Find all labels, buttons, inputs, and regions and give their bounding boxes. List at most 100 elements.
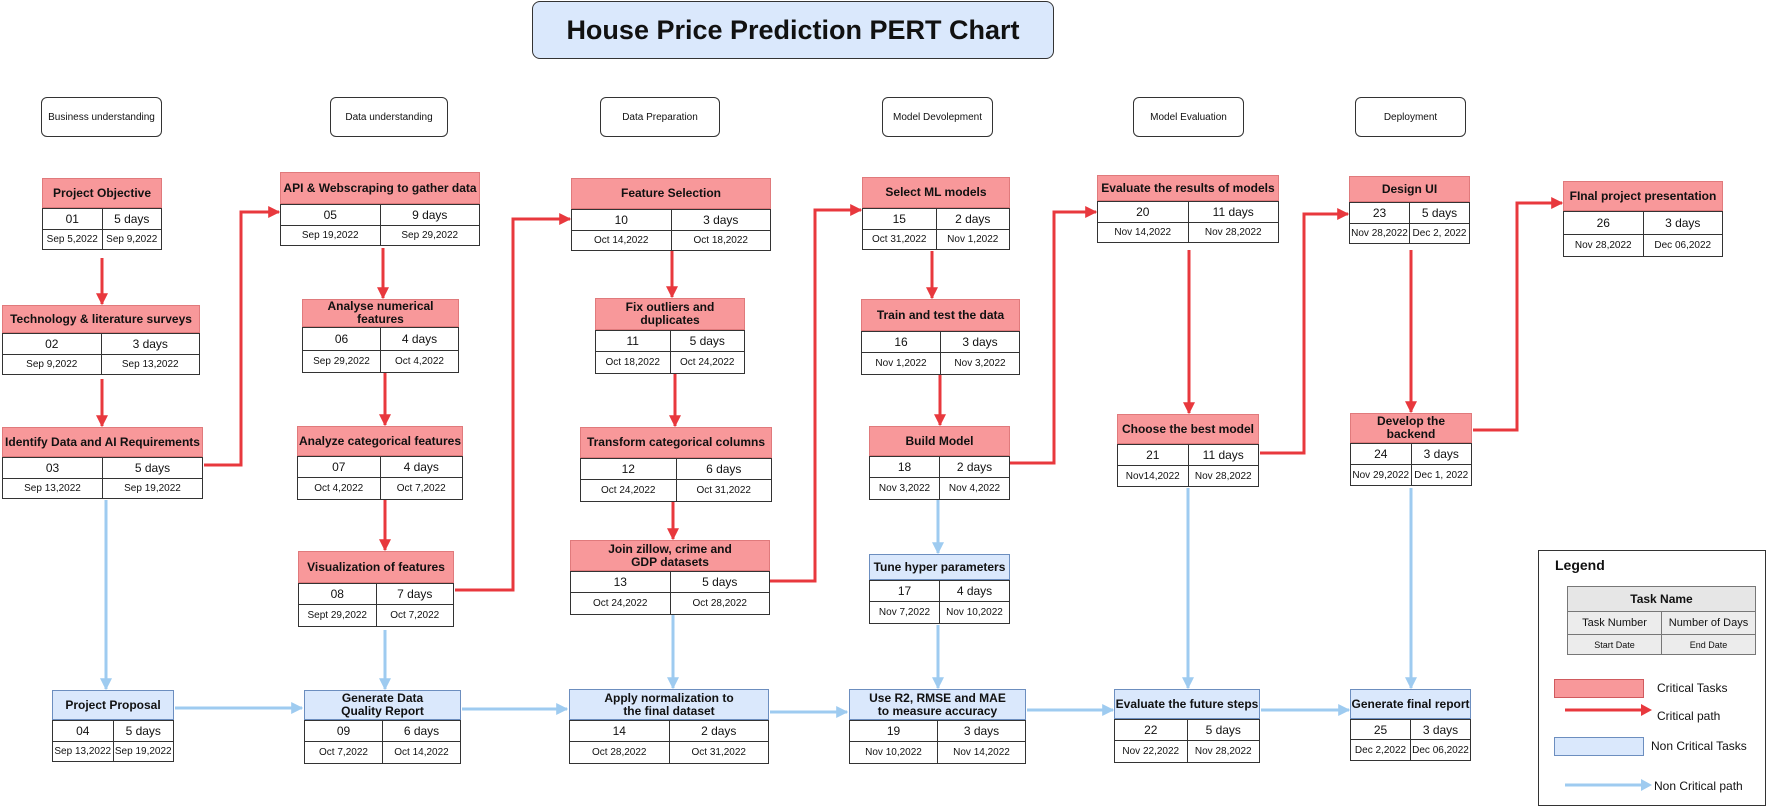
task-end-date: Oct 14,2022 <box>382 742 460 763</box>
task-start-date: Oct 24,2022 <box>601 485 656 496</box>
task-number: 05 <box>323 208 337 222</box>
task-end-date: Dec 06,2022 <box>1642 235 1723 256</box>
task-duration: 11 days <box>1187 202 1279 222</box>
task-name: Use R2, RMSE and MAE to measure accuracy <box>849 689 1026 720</box>
task-name: Identify Data and AI Requirements <box>2 427 203 457</box>
task-duration: 5 days <box>102 458 202 478</box>
task-name: FInal project presentation <box>1563 181 1723 211</box>
task-node-04: Project Proposal 04 5 days Sep 13,2022 Sep 1… <box>52 690 174 762</box>
task-end-date: Nov 1,2022 <box>935 230 1010 249</box>
task-name: Evaluate the future steps <box>1114 689 1260 719</box>
phase-model-eval: Model Evaluation <box>1133 97 1244 137</box>
task-duration: 2 days <box>939 457 1009 477</box>
task-duration: 5 days <box>1186 720 1260 740</box>
task-name: Technology & literature surveys <box>2 305 200 333</box>
task-node-24: Develop the backend 24 3 days Nov 29,2022 De… <box>1350 413 1472 486</box>
task-node-02: Technology & literature surveys 02 3 days S… <box>2 305 200 375</box>
task-node-09: Generate Data Quality Report 09 6 days Oct 7… <box>304 690 461 764</box>
task-duration: 5 days <box>669 572 770 592</box>
task-node-13: Join zillow, crime and GDP datasets 13 5 da… <box>570 540 770 615</box>
task-start-date: Nov 10,2022 <box>865 747 922 758</box>
task-duration: 5 days <box>112 721 174 741</box>
legend-noncritical-swatch <box>1554 737 1644 756</box>
task-number: 10 <box>614 213 628 227</box>
task-start-date: Dec 2,2022 <box>1354 744 1407 756</box>
legend-non-critical-path: Non Critical path <box>1654 779 1743 793</box>
task-number: 21 <box>1146 448 1160 462</box>
task-duration: 3 days <box>1410 720 1470 739</box>
phase-model-dev: Model Devolepment <box>882 97 993 137</box>
task-node-06: Analyse numerical features 06 4 days Sep 29… <box>302 299 459 373</box>
task-duration: 11 days <box>1187 445 1259 465</box>
task-name: Select ML models <box>862 177 1010 208</box>
task-number: 08 <box>330 587 344 601</box>
task-start-date: Oct 24,2022 <box>593 598 648 609</box>
task-number: 19 <box>886 724 901 738</box>
legend-end-date: End Date <box>1661 635 1755 654</box>
task-number: 16 <box>894 335 908 349</box>
task-end-date: Oct 31,2022 <box>668 742 769 763</box>
task-node-15: Select ML models 15 2 days Oct 31,2022 Nov 1… <box>862 177 1010 250</box>
task-number: 22 <box>1144 723 1158 737</box>
task-node-18: Build Model 18 2 days Nov 3,2022 Nov 4,2022 <box>869 426 1010 500</box>
task-start-date: Sep 5,2022 <box>46 234 98 245</box>
legend: Legend Task Name Task Number Number of D… <box>1538 550 1766 806</box>
legend-task-number: Task Number <box>1582 617 1647 629</box>
critical-arrow-21-23 <box>1260 208 1350 455</box>
task-start-date: Sep 19,2022 <box>301 230 359 241</box>
task-start-date: Sep 29,2022 <box>313 356 370 367</box>
task-node-10: Feature Selection 10 3 days Oct 14,2022 Oct … <box>571 178 771 251</box>
task-end-date: Dec 1, 2022 <box>1410 465 1472 485</box>
task-start-date: Oct 7,2022 <box>319 747 368 758</box>
task-end-date: Nov 3,2022 <box>940 353 1019 374</box>
legend-start-date: Start Date <box>1594 639 1635 650</box>
task-duration: 3 days <box>670 210 771 230</box>
legend-critical-arrow-icon <box>1565 704 1652 716</box>
task-start-date: Sep 9,2022 <box>26 359 78 370</box>
task-node-08: Visualization of features 08 7 days Sept 29… <box>298 551 454 627</box>
phase-business: Business understanding <box>41 97 162 137</box>
task-end-date: Nov 14,2022 <box>937 742 1025 763</box>
task-end-date: Oct 18,2022 <box>670 231 771 250</box>
task-duration: 6 days <box>382 721 460 741</box>
chart-title: House Price Prediction PERT Chart <box>532 1 1054 59</box>
task-duration: 7 days <box>375 584 454 604</box>
task-end-date: Nov 28,2022 <box>1186 741 1260 762</box>
task-node-07: Analyze categorical features 07 4 days Oct … <box>297 426 463 500</box>
task-end-date: Sep 9,2022 <box>101 230 162 249</box>
task-duration: 4 days <box>939 581 1009 601</box>
task-end-date: Oct 4,2022 <box>380 351 458 372</box>
task-name: Develop the backend <box>1350 413 1472 443</box>
task-node-20: Evaluate the results of models 20 11 days N… <box>1097 175 1279 243</box>
legend-critical-tasks: Critical Tasks <box>1657 681 1728 695</box>
task-end-date: Oct 7,2022 <box>379 478 463 499</box>
task-node-22: Evaluate the future steps 22 5 days Nov 22,… <box>1114 689 1260 763</box>
task-node-19: Use R2, RMSE and MAE to measure accuracy 1… <box>849 689 1026 764</box>
task-end-date: Sep 19,2022 <box>112 742 174 761</box>
task-number: 24 <box>1374 447 1388 461</box>
task-start-date: Oct 28,2022 <box>592 747 647 758</box>
task-duration: 9 days <box>379 205 480 225</box>
legend-number-of-days: Number of Days <box>1661 612 1755 634</box>
task-node-11: Fix outliers and duplicates 11 5 days Oct 1… <box>595 298 745 374</box>
task-start-date: Nov 14,2022 <box>1114 227 1172 238</box>
legend-critical-swatch <box>1554 679 1644 698</box>
task-duration: 3 days <box>1410 444 1472 464</box>
legend-task-name: Task Name <box>1567 586 1756 612</box>
task-start-date: Oct 18,2022 <box>605 357 660 368</box>
task-number: 17 <box>897 584 912 598</box>
task-duration: 4 days <box>379 457 463 477</box>
task-name: Design UI <box>1349 176 1470 202</box>
task-number: 01 <box>65 212 79 226</box>
phase-data-understanding: Data understanding <box>330 97 448 137</box>
task-number: 04 <box>76 724 90 738</box>
task-start-date: Nov14,2022 <box>1125 470 1180 482</box>
task-start-date: Nov 28,2022 <box>1574 240 1632 251</box>
task-end-date: Sep 13,2022 <box>100 355 200 374</box>
task-end-date: Nov 10,2022 <box>939 602 1009 623</box>
task-name: Generate final report <box>1350 689 1471 719</box>
task-start-date: Oct 4,2022 <box>314 483 364 494</box>
task-start-date: Nov 28,2022 <box>1351 228 1408 239</box>
task-node-16: Train and test the data 16 3 days Nov 1,202… <box>861 299 1020 375</box>
task-start-date: Nov 22,2022 <box>1122 746 1180 757</box>
